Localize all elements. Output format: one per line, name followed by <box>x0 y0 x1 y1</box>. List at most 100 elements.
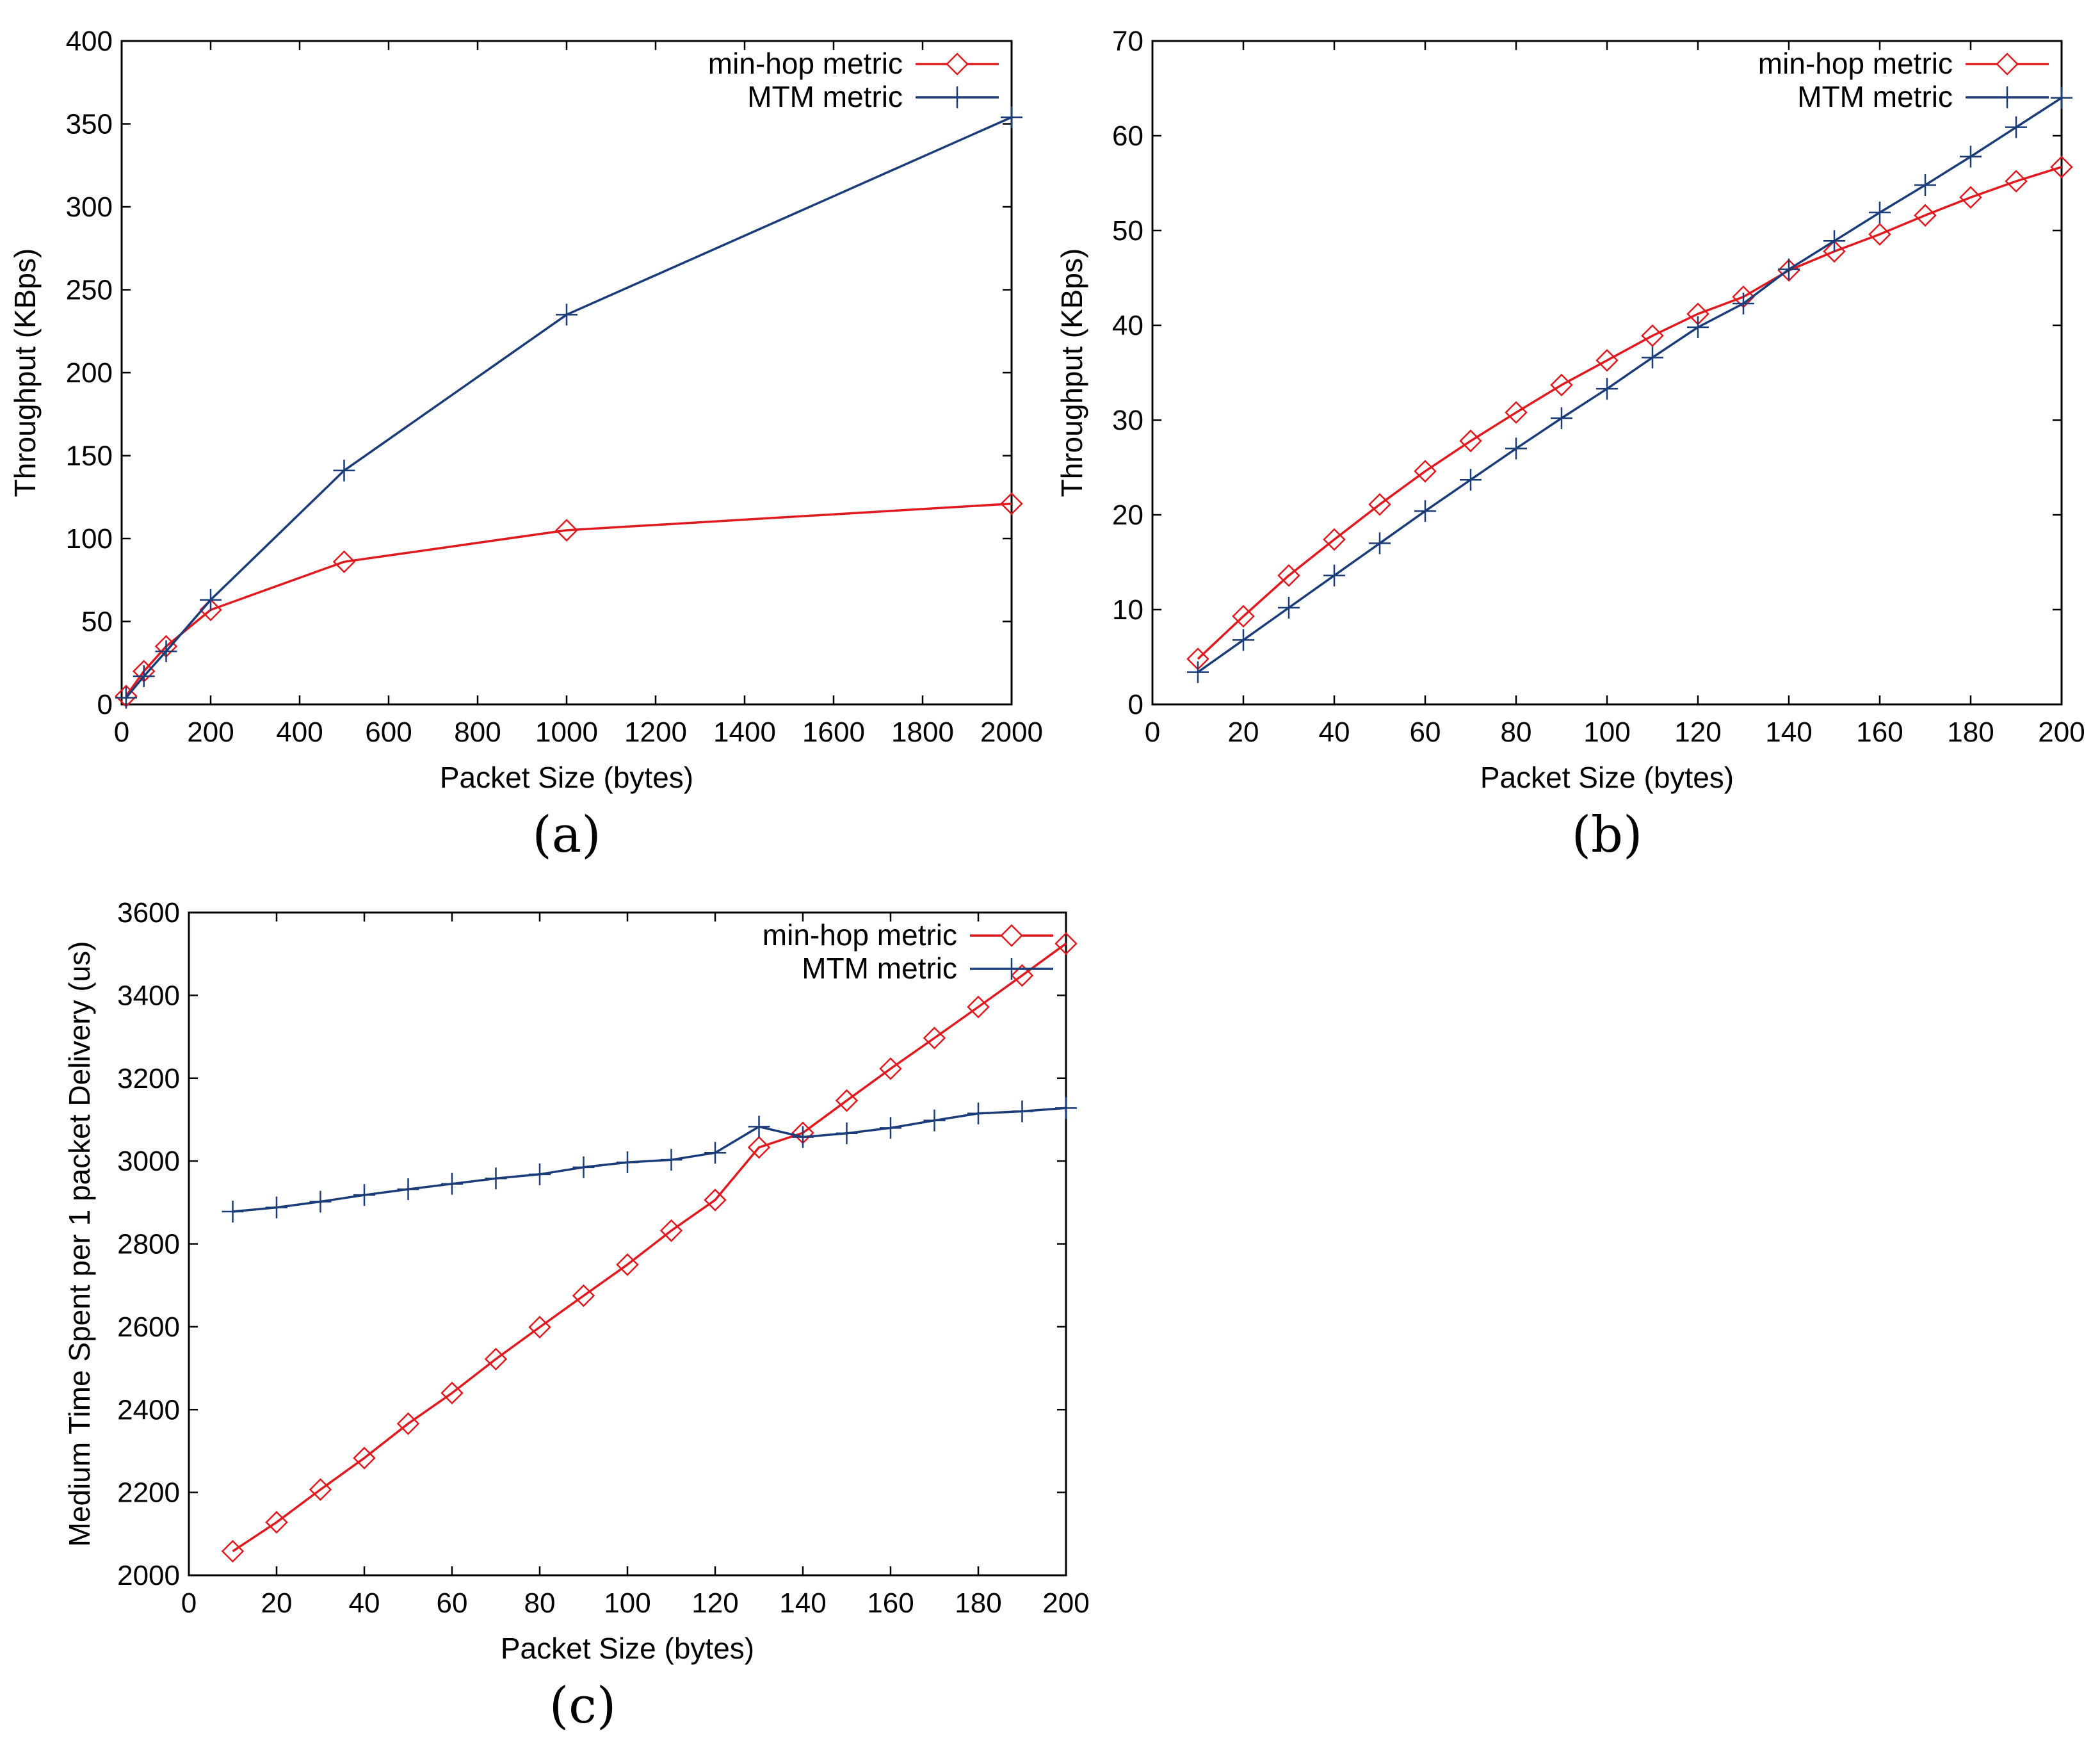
y-tick-label: 2600 <box>117 1311 180 1343</box>
data-point-diamond <box>484 1347 508 1371</box>
chart-panel-c: 0 20 40 60 80 100 120 140 160 180 200 2000 2200 2400 2… <box>63 897 1090 1735</box>
x-tick-label: 140 <box>779 1587 826 1619</box>
legend-marker-diamond <box>1996 53 2019 76</box>
x-tick-label: 200 <box>2038 717 2085 748</box>
y-tick-label: 60 <box>1112 120 1143 152</box>
data-point-plus <box>1011 1100 1033 1123</box>
series-line <box>232 943 1067 1552</box>
data-point-diamond <box>309 1478 332 1501</box>
x-tick-label: 60 <box>1410 717 1441 748</box>
data-point-plus <box>556 304 578 326</box>
data-point-plus <box>1414 500 1436 523</box>
data-point-diamond <box>1914 204 1937 227</box>
data-point-plus <box>309 1190 332 1213</box>
data-point-diamond <box>1959 186 1982 209</box>
data-point-plus <box>2005 116 2027 138</box>
data-point-plus <box>880 1117 901 1139</box>
data-point-diamond <box>1777 259 1800 282</box>
data-point-plus <box>222 1201 244 1223</box>
x-tick-label: 180 <box>955 1587 1001 1619</box>
data-point-plus <box>1505 437 1527 460</box>
y-tick-label: 20 <box>1112 499 1143 531</box>
y-axis-label: Medium Time Spent per 1 packet Delivery … <box>63 941 96 1547</box>
x-tick-label: 2000 <box>980 717 1043 748</box>
data-point-plus <box>485 1167 507 1190</box>
data-point-diamond <box>1232 605 1255 628</box>
x-tick-label: 80 <box>1501 717 1532 748</box>
data-point-plus <box>155 640 177 663</box>
data-point-diamond <box>440 1381 464 1405</box>
y-tick-label: 50 <box>1112 215 1143 247</box>
x-axis-label: Packet Size (bytes) <box>1480 761 1734 794</box>
data-point-plus <box>1460 469 1482 491</box>
y-tick-label: 350 <box>66 109 113 140</box>
x-tick-label: 40 <box>1319 717 1350 748</box>
data-point-plus <box>1055 1097 1077 1119</box>
data-point-diamond <box>1823 239 1846 263</box>
y-tick-label: 30 <box>1112 405 1143 436</box>
data-point-plus <box>529 1163 551 1185</box>
data-point-plus <box>704 1142 726 1164</box>
y-tick-label: 3200 <box>117 1063 180 1094</box>
data-point-diamond <box>332 550 356 574</box>
x-tick-label: 120 <box>691 1587 738 1619</box>
data-point-plus <box>266 1196 287 1219</box>
data-point-plus <box>133 665 155 687</box>
data-point-diamond <box>1505 401 1528 424</box>
data-point-diamond <box>1010 964 1034 987</box>
x-tick-label: 160 <box>867 1587 914 1619</box>
data-point-diamond <box>923 1027 946 1050</box>
legend-label: MTM metric <box>802 952 957 985</box>
data-point-plus <box>1732 292 1754 314</box>
x-axis-label: Packet Size (bytes) <box>440 761 693 794</box>
data-point-diamond <box>1595 348 1619 372</box>
x-tick-label: 180 <box>1947 717 1994 748</box>
legend-label: min-hop metric <box>1758 47 1953 80</box>
data-point-diamond <box>1459 429 1482 453</box>
x-tick-label: 600 <box>365 717 412 748</box>
x-axis-label: Packet Size (bytes) <box>501 1632 754 1665</box>
chart-panel-b: 0 20 40 60 80 100 120 140 160 180 200 0 10 20 30 40 50 60… <box>1055 26 2085 864</box>
legend-label: MTM metric <box>747 80 903 113</box>
data-point-diamond <box>1550 373 1573 397</box>
data-point-diamond <box>396 1412 420 1436</box>
data-point-plus <box>660 1149 682 1171</box>
y-tick-label: 2400 <box>117 1394 180 1425</box>
data-point-plus <box>572 1156 595 1178</box>
series-line <box>232 1107 1067 1213</box>
data-point-plus <box>1960 145 1982 168</box>
y-tick-label: 2800 <box>117 1229 180 1260</box>
data-point-diamond <box>1054 932 1078 955</box>
x-tick-label: 120 <box>1674 717 1721 748</box>
data-point-diamond <box>2005 170 2028 193</box>
y-tick-label: 3000 <box>117 1146 180 1177</box>
x-tick-label: 0 <box>1145 717 1160 748</box>
data-point-plus <box>1778 258 1800 280</box>
x-tick-label: 100 <box>604 1587 650 1619</box>
y-tick-label: 300 <box>66 191 113 223</box>
x-tick-label: 20 <box>1228 717 1259 748</box>
data-point-plus <box>115 686 137 709</box>
data-point-diamond <box>555 519 578 542</box>
y-tick-label: 250 <box>66 275 113 306</box>
y-tick-label: 400 <box>66 26 113 57</box>
data-point-plus <box>353 1184 375 1206</box>
x-tick-label: 1200 <box>624 717 687 748</box>
series-min-hop <box>221 932 1078 1563</box>
data-point-diamond <box>1368 492 1391 516</box>
data-point-plus <box>1323 564 1345 587</box>
x-tick-label: 200 <box>1042 1587 1089 1619</box>
data-point-plus <box>923 1109 946 1132</box>
data-point-diamond <box>1323 528 1346 551</box>
y-tick-label: 2000 <box>117 1560 180 1591</box>
y-tick-label: 100 <box>66 523 113 555</box>
data-point-diamond <box>1868 223 1891 246</box>
x-tick-label: 200 <box>187 717 234 748</box>
y-tick-label: 3600 <box>117 897 180 929</box>
x-tick-label: 1000 <box>535 717 598 748</box>
data-point-diamond <box>221 1539 245 1563</box>
data-point-plus <box>1278 597 1300 619</box>
